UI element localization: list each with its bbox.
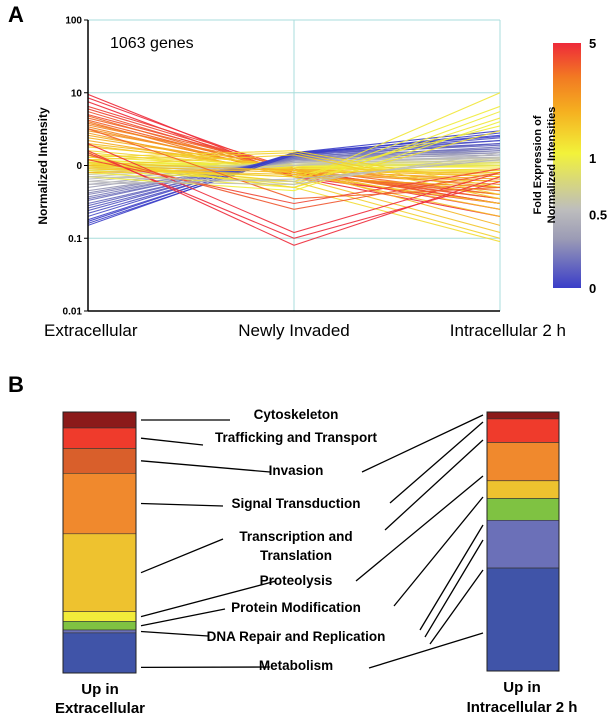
category-connectors: [140, 414, 484, 669]
stacked-bars: [62, 411, 560, 674]
bar-segment-transcription-and-translation: [486, 480, 560, 499]
category-labels: Cytoskeleton Trafficking and Transport Inv…: [207, 407, 386, 673]
category-label: Metabolism: [259, 658, 333, 673]
right-bar-label-line-2: Intracellular 2 h: [467, 699, 578, 716]
bar-segment-dna-repair-and-replication: [62, 629, 137, 634]
bar-outline: [62, 411, 137, 674]
colorbar: Fold Expression of Normalized Intensitie…: [532, 36, 607, 296]
bar-segment-signal-transduction: [62, 472, 137, 535]
colorbar-label-line-2: Normalized Intensities: [546, 107, 558, 224]
gene-profile-line: [88, 164, 500, 217]
right-bar-label-line-1: Up in: [503, 679, 541, 696]
y-tick-label: 0.1: [68, 234, 82, 245]
bar-segment-transcription-and-translation: [62, 533, 137, 612]
y-tick-label: 0: [76, 161, 82, 172]
gene-profile-line: [88, 161, 500, 210]
connector-right: [355, 475, 484, 582]
bar-segment-protein-modification: [486, 498, 560, 521]
connector-left: [140, 502, 224, 507]
connector-left: [140, 437, 204, 446]
bar-segment-protein-modification: [62, 621, 137, 631]
gene-profile-line: [88, 159, 500, 185]
colorbar-tick-label: 0: [589, 281, 596, 296]
x-tick-label: Intracellular 2 h: [450, 321, 566, 340]
colorbar-tick-label: 1: [589, 151, 596, 166]
connector-right: [389, 421, 484, 504]
y-tick-label: 10: [71, 88, 83, 99]
bar-segment-trafficking-and-transport: [62, 427, 137, 449]
category-label: Cytoskeleton: [254, 407, 339, 422]
connector-right: [368, 632, 484, 669]
panel-b-chart: Cytoskeleton Trafficking and Transport Inv…: [55, 407, 577, 717]
category-label: Signal Transduction: [231, 496, 360, 511]
category-label: Invasion: [269, 463, 324, 478]
category-label: Protein Modification: [231, 600, 361, 615]
connector-right: [429, 569, 484, 645]
bar-segment-dna-repair-and-replication: [486, 519, 560, 569]
y-tick-label: 100: [65, 16, 82, 27]
left-bar-label-line-1: Up in: [81, 681, 119, 698]
bar-outline: [486, 411, 560, 672]
x-tick-label: Extracellular: [44, 321, 138, 340]
category-label: Transcription and Translation: [239, 529, 352, 563]
connector-right: [393, 496, 484, 607]
gene-profile-line: [88, 154, 500, 200]
gene-profile-line: [88, 128, 500, 200]
connector-left: [140, 608, 226, 627]
gene-count-annotation: 1063 genes: [110, 35, 194, 52]
connector-right: [424, 539, 484, 638]
colorbar-ticks: 510.50: [589, 36, 607, 296]
x-tick-label: Newly Invaded: [238, 321, 350, 340]
colorbar-label-line-1: Fold Expression of: [532, 115, 544, 214]
connector-left: [140, 538, 224, 574]
connector-right: [419, 524, 484, 631]
connector-right: [384, 439, 484, 531]
bar-segment-trafficking-and-transport: [486, 418, 560, 443]
bar-segment-signal-transduction: [486, 442, 560, 482]
bar-segment-invasion: [62, 448, 137, 474]
connector-left: [140, 580, 277, 618]
gene-profile-line: [88, 159, 500, 205]
connector-left: [140, 460, 271, 473]
bar-segment-proteolysis: [62, 611, 137, 622]
bar-segment-metabolism: [486, 567, 560, 672]
category-label: Proteolysis: [260, 573, 333, 588]
category-label: Trafficking and Transport: [215, 430, 378, 445]
gene-profile-line: [88, 150, 500, 188]
gene-profile-line: [88, 161, 500, 243]
y-axis-label: Normalized Intensity: [36, 107, 50, 225]
panel-b-letter: B: [8, 372, 24, 397]
left-bar-label-line-2: Extracellular: [55, 700, 145, 717]
gene-profile-line: [88, 154, 500, 210]
y-tick-label: 0.01: [63, 307, 83, 318]
profile-lines: [88, 92, 500, 246]
connector-left: [140, 630, 209, 637]
category-label: DNA Repair and Replication: [207, 629, 386, 644]
bar-segment-metabolism: [62, 632, 137, 674]
bar-segment-cytoskeleton: [62, 411, 137, 429]
bar-segment-cytoskeleton: [486, 411, 560, 420]
connector-right: [361, 414, 484, 473]
colorbar-gradient: [553, 43, 581, 288]
panel-a-letter: A: [8, 2, 24, 27]
gene-profile-line: [88, 152, 500, 239]
colorbar-tick-label: 0.5: [589, 208, 607, 223]
colorbar-tick-label: 5: [589, 36, 596, 51]
gene-profile-line: [88, 140, 500, 209]
x-tick-labels: Extracellular Newly Invaded Intracellular …: [44, 321, 566, 340]
gene-profile-line: [88, 156, 500, 183]
